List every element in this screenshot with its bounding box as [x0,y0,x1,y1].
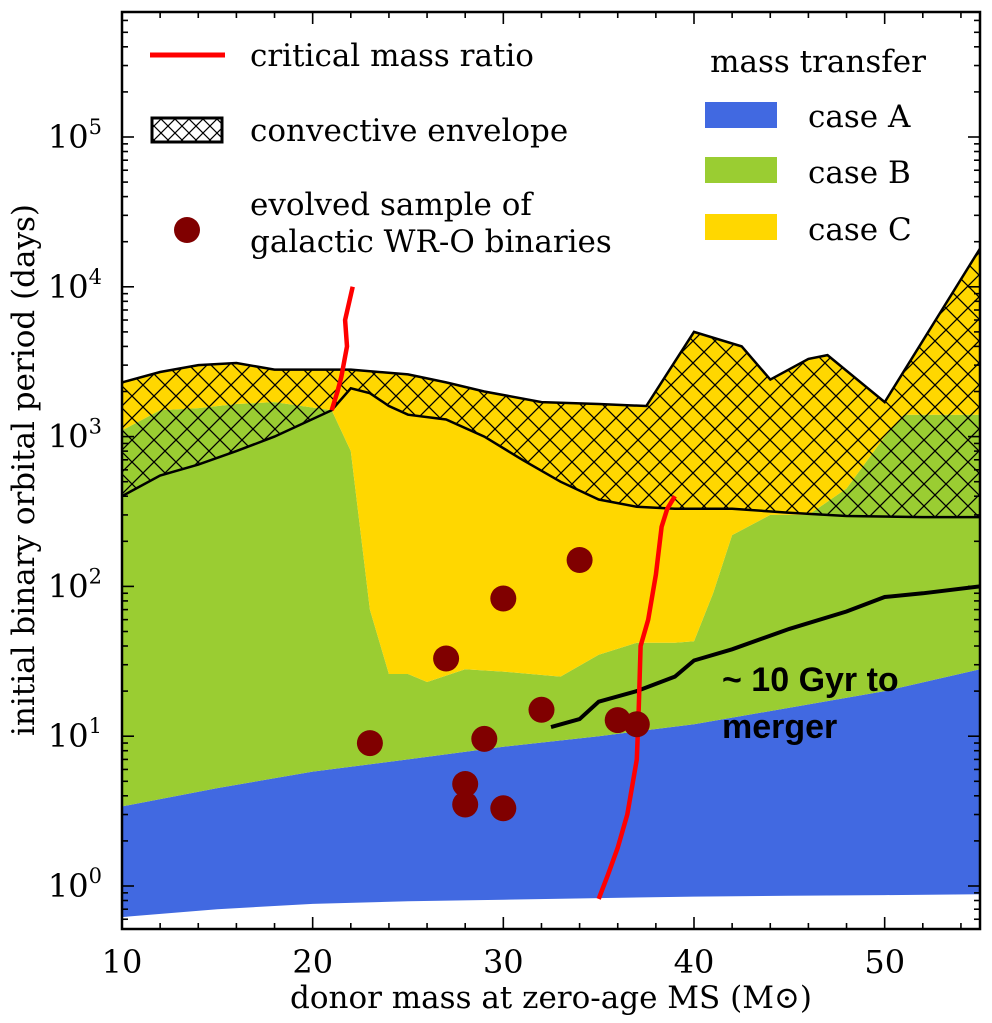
y-tick-label: 105 [48,115,102,156]
binary-point [528,696,555,723]
y-tick-label: 101 [48,714,102,755]
x-tick-label: 30 [483,943,524,981]
binary-point [452,771,479,797]
y-tick-labels: 100 101 102 103 104 105 [48,115,102,905]
legend-evolved-label-line2: galactic WR-O binaries [250,224,612,260]
legend-case-a-label: case A [808,99,911,135]
x-tick-label: 40 [674,943,715,981]
legend-points-swatch [174,217,200,243]
x-axis-label: donor mass at zero-age MS (M⊙) [290,980,812,1016]
legend-evolved-label-line1: evolved sample of [250,187,534,223]
merger-10gyr-line [550,584,980,730]
merger-annotation-line2: merger [722,708,837,746]
legend-case-c-swatch [705,214,777,240]
y-axis-label: initial binary orbital period (days) [6,204,42,736]
legend-convective-label: convective envelope [250,113,568,149]
merger-annotation-line1: ~ 10 Gyr to [722,661,899,699]
x-tick-label: 50 [864,943,905,981]
binary-point [452,791,479,818]
x-tick-labels: 10 20 30 40 50 [102,943,905,981]
legend-right: mass transfer case A case B case C [705,44,926,248]
axis-ticks [121,12,980,929]
binary-point [433,645,460,672]
convective-envelope-upper-line [122,247,980,408]
case-b-region [122,402,980,807]
wr-o-binaries-points [356,547,650,822]
legend-critical-label: critical mass ratio [250,38,534,74]
critical-mass-ratio-line-2 [596,495,677,900]
x-tick-label: 10 [102,943,143,981]
case-a-region [122,669,980,918]
x-tick-label: 20 [292,943,333,981]
binary-point [490,585,517,612]
binary-point [356,730,383,757]
convective-envelope-hatch [122,248,980,518]
convective-envelope-lower-line [122,386,980,519]
legend-case-b-swatch [705,157,777,183]
legend-case-a-swatch [705,102,777,128]
legend-case-b-label: case B [808,155,911,191]
y-tick-label: 102 [48,564,102,605]
legend-case-c-label: case C [808,212,912,248]
legend-convective-swatch [150,116,224,144]
critical-mass-ratio-line-1 [329,286,355,411]
binary-point [623,711,650,738]
y-tick-label: 100 [48,864,102,905]
legend-mass-transfer-title: mass transfer [710,44,926,80]
y-tick-label: 104 [48,265,102,306]
y-tick-label: 103 [48,415,102,456]
plot-area [122,247,980,918]
binary-point [471,725,498,752]
legend-left: critical mass ratio convective envelope … [150,38,612,260]
binary-point [566,547,593,573]
binary-point [490,795,517,822]
